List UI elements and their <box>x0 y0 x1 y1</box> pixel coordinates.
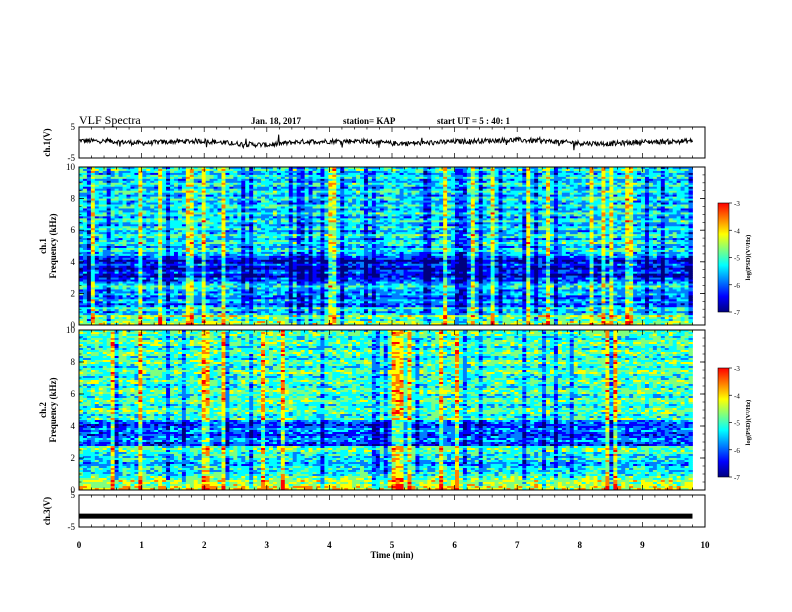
start-ut-label: start UT = 5 : 40: 1 <box>437 116 510 126</box>
y-tick-label: 2 <box>71 288 76 298</box>
colorbar-tick-label: -6 <box>734 282 740 290</box>
x-axis-label: Time (min) <box>370 550 413 560</box>
y-tick-label: 8 <box>71 357 76 367</box>
colorbar-label: log(PSD)(V²/Hz) <box>745 235 752 281</box>
x-tick-label: 9 <box>640 540 645 550</box>
time-axis: 0 1 2 3 4 5 6 7 8 9 10 Time (min) <box>77 540 710 560</box>
y-tick-label: 5 <box>71 490 76 500</box>
y-tick-label: 4 <box>71 257 76 267</box>
y-axis-label: Frequency (kHz) <box>48 213 58 278</box>
ch1-spectrogram-panel: 0 2 4 6 8 10 ch.1 Frequency (kHz) <box>38 162 706 330</box>
x-tick-label: 2 <box>202 540 207 550</box>
x-tick-label: 4 <box>327 540 332 550</box>
colorbar-tick-label: -7 <box>734 309 740 317</box>
colorbar-tick-label: -6 <box>734 447 740 455</box>
colorbar-tick-label: -4 <box>734 392 740 400</box>
y-tick-label: 10 <box>66 325 76 335</box>
x-tick-label: 6 <box>452 540 457 550</box>
channel-label: ch.1 <box>38 238 48 254</box>
ch1-colorbar: -3 -4 -5 -6 -7 log(PSD)(V²/Hz) <box>717 200 752 317</box>
y-tick-label: 5 <box>71 122 76 132</box>
ch1-waveform-panel: 5 -5 ch.1(V) <box>42 122 706 163</box>
x-tick-label: 7 <box>515 540 520 550</box>
x-tick-label: 10 <box>701 540 711 550</box>
y-axis-label: Frequency (kHz) <box>48 377 58 442</box>
ch3-waveform-panel: 5 -5 ch.3(V) <box>42 490 706 532</box>
y-axis-label: ch.1(V) <box>42 128 52 156</box>
y-axis-label: ch.3(V) <box>42 497 52 525</box>
ch1-waveform-line <box>78 134 693 151</box>
y-tick-label: -5 <box>68 522 76 532</box>
colorbar-tick-label: -7 <box>734 474 740 482</box>
ch2-spectrogram-panel: 0 2 4 6 8 10 ch.2 Frequency (kHz) <box>38 325 706 495</box>
y-tick-label: -5 <box>68 153 76 163</box>
x-tick-label: 5 <box>390 540 395 550</box>
date-label: Jan. 18, 2017 <box>251 116 301 126</box>
colorbar-tick-label: -3 <box>734 365 740 373</box>
colorbar-tick-label: -4 <box>734 227 740 235</box>
y-tick-label: 8 <box>71 194 76 204</box>
colorbar-tick-label: -5 <box>734 420 740 428</box>
ch2-colorbar: -3 -4 -5 -6 -7 log(PSD)(V²/Hz) <box>717 365 752 482</box>
x-tick-label: 1 <box>139 540 144 550</box>
y-tick-label: 0 <box>71 320 76 330</box>
spectrogram-cells <box>79 167 693 326</box>
y-tick-label: 4 <box>71 421 76 431</box>
y-tick-label: 2 <box>71 453 76 463</box>
y-tick-label: 0 <box>71 485 76 495</box>
channel-label: ch.2 <box>38 402 48 418</box>
colorbar-tick-label: -3 <box>734 200 740 208</box>
chart-title: VLF Spectra <box>79 113 141 128</box>
station-label: station= KAP <box>343 116 395 126</box>
x-tick-label: 0 <box>77 540 82 550</box>
y-tick-label: 6 <box>71 225 76 235</box>
colorbar-label: log(PSD)(V²/Hz) <box>745 400 752 446</box>
colorbar-scale <box>717 367 730 478</box>
y-tick-label: 10 <box>66 162 76 172</box>
x-tick-label: 3 <box>265 540 270 550</box>
y-tick-label: 6 <box>71 389 76 399</box>
colorbar-tick-label: -5 <box>734 255 740 263</box>
x-tick-label: 8 <box>578 540 583 550</box>
spectrogram-cells <box>79 330 693 491</box>
colorbar-scale <box>717 202 730 313</box>
